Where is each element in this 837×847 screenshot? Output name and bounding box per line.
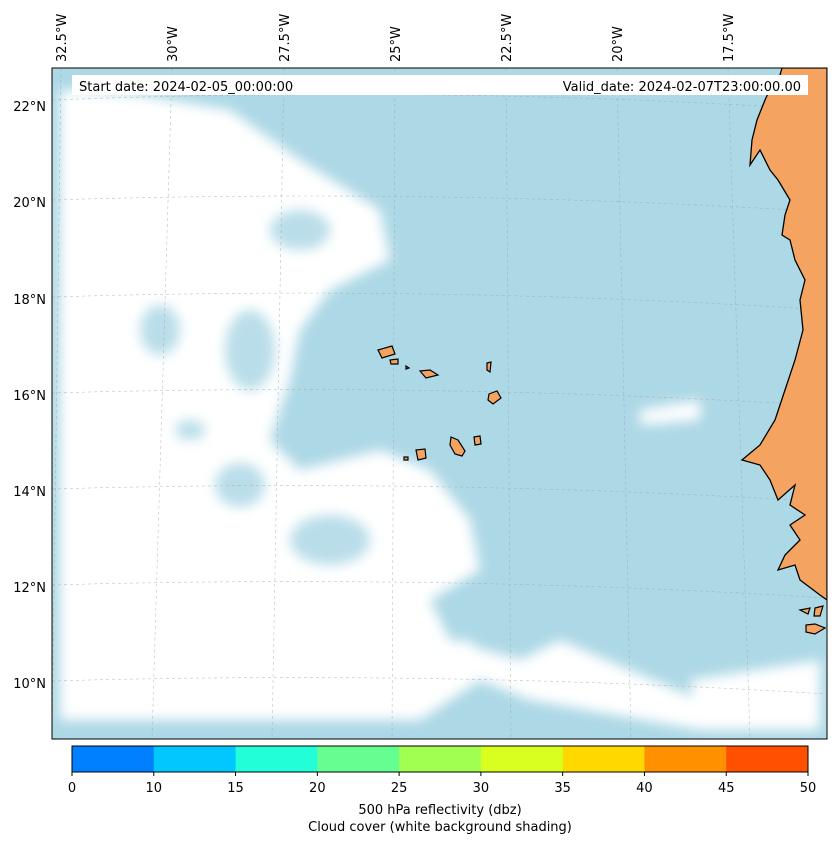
colorbar-bin (72, 746, 155, 772)
africa-coast (740, 68, 827, 601)
colorbar-tick-label: 15 (227, 781, 244, 796)
lon-label: 30°W (166, 26, 181, 62)
lat-label: 10°N (13, 677, 46, 692)
lon-label: 22.5°W (500, 14, 515, 62)
colorbar-tick-label: 25 (391, 781, 408, 796)
colorbar-label-2: Cloud cover (white background shading) (308, 820, 572, 835)
colorbar-tick-label: 50 (800, 781, 817, 796)
start-date: Start date: 2024-02-05_00:00:00 (79, 80, 293, 95)
colorbar-tick-label: 45 (718, 781, 735, 796)
colorbar-bin (726, 746, 809, 772)
lon-label: 17.5°W (722, 14, 737, 62)
lon-label: 20°W (611, 26, 626, 62)
colorbar-tick-label: 40 (636, 781, 653, 796)
lat-label: 22°N (13, 100, 46, 115)
colorbar-bin (399, 746, 482, 772)
colorbar-bin (317, 746, 400, 772)
colorbar-tick-label: 20 (309, 781, 326, 796)
cloud-gaps (140, 210, 370, 565)
map-area: Start date: 2024-02-05_00:00:00 Valid_da… (52, 68, 827, 739)
lat-label: 14°N (13, 485, 46, 500)
cape-verde-islands (377, 345, 827, 635)
colorbar-tick-label: 30 (473, 781, 490, 796)
colorbar-bin (480, 746, 564, 772)
colorbar-tick-label: 10 (146, 781, 163, 796)
colorbar-outline (71, 745, 809, 773)
colorbar-tick-label: 0 (68, 781, 76, 796)
colorbar-bin (562, 746, 645, 772)
lat-label: 12°N (13, 581, 46, 596)
colorbar-label-1: 500 hPa reflectivity (dbz) (358, 803, 521, 818)
lat-label: 16°N (13, 389, 46, 404)
lat-label: 20°N (13, 196, 46, 211)
lon-label: 27.5°W (278, 14, 293, 62)
colorbar-bin (644, 746, 727, 772)
lon-label: 25°W (389, 26, 404, 62)
colorbar-tick-label: 35 (554, 781, 571, 796)
lon-label: 32.5°W (55, 14, 70, 62)
colorbar-bin (235, 746, 318, 772)
graticule (52, 68, 827, 739)
lat-label: 18°N (13, 293, 46, 308)
cloud-cover (60, 90, 820, 730)
date-banner (72, 75, 808, 95)
colorbar-bin (153, 746, 237, 772)
valid-date: Valid_date: 2024-02-07T23:00:00.00 (563, 80, 801, 95)
map-frame (51, 67, 828, 740)
colorbar: 0 10 15 20 25 30 35 40 45 50 (68, 745, 817, 796)
